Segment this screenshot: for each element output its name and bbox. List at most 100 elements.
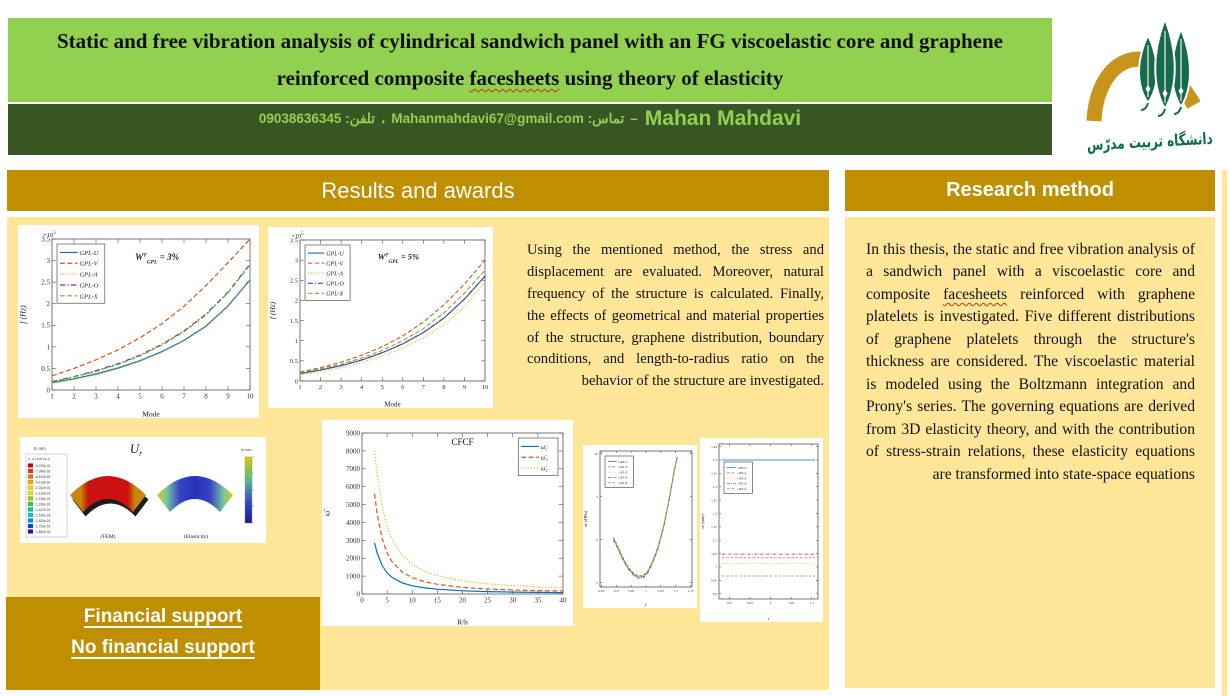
svg-text:7000: 7000 bbox=[346, 465, 361, 473]
svg-text:σr (MPa): σr (MPa) bbox=[583, 510, 588, 527]
svg-text:1.15: 1.15 bbox=[711, 525, 717, 529]
svg-text:1: 1 bbox=[295, 338, 298, 345]
svg-text:WTGPL = 3%: WTGPL = 3% bbox=[135, 252, 179, 266]
svg-text:GPL-V: GPL-V bbox=[738, 471, 748, 475]
tmu-logo-graphic: دانشگاه تربیت مدرّس bbox=[1086, 16, 1213, 155]
svg-text:1.05: 1.05 bbox=[788, 601, 794, 605]
svg-text:-5: -5 bbox=[595, 581, 598, 585]
svg-text:GPL-V: GPL-V bbox=[619, 465, 629, 469]
svg-text:-1.519e-01: -1.519e-01 bbox=[35, 513, 51, 517]
svg-text:-1.721e-01: -1.721e-01 bbox=[35, 524, 51, 528]
radial-stress-chart-svg: 0.85 0.9 0.95 1 1.05 1.1 1.15 -5 0 5 10 σr (MPa) r̄ G… bbox=[583, 450, 694, 608]
svg-text:r̄: r̄ bbox=[767, 618, 769, 622]
logo-cypress-trees bbox=[1138, 16, 1191, 117]
svg-text:1.25: 1.25 bbox=[711, 498, 717, 502]
dash-separator: – bbox=[630, 111, 638, 126]
svg-text:GPL-O: GPL-O bbox=[738, 482, 748, 486]
svg-text:Mode: Mode bbox=[384, 401, 400, 409]
svg-text:ω̄: ω̄ bbox=[322, 509, 331, 517]
frequency-chart-3pct: 1 2 3 4 5 6 7 8 9 10 0 0.5 1 1.5 2 2.5 3 3.5 f (Hz) Mode ×10… bbox=[18, 225, 259, 418]
svg-text:1: 1 bbox=[298, 384, 301, 391]
svg-text:×105: ×105 bbox=[43, 230, 56, 239]
svg-text:-1.114e-01: -1.114e-01 bbox=[35, 491, 50, 495]
svg-text:WTGPL = 5%: WTGPL = 5% bbox=[378, 252, 419, 265]
results-section-header: Results and awards bbox=[7, 170, 829, 211]
logo-caption-text: دانشگاه تربیت مدرّس bbox=[1086, 129, 1213, 155]
fem-colorbar: In mm U, U1 (CSYS-1) -6.079e-02-7.090e-0… bbox=[25, 446, 68, 538]
cfcf-chart: 0 5 10 15 20 25 30 35 40 0 1000 2000 3000 4000 5000 600… bbox=[322, 420, 573, 626]
title-facesheets-word: facesheets bbox=[469, 66, 560, 90]
contact-bar: 09038636345 :تلفن ، Mahanmahdavi67@gmail… bbox=[8, 104, 1052, 155]
email-text: Mahanmahdavi67@gmail.com :تماس bbox=[391, 111, 625, 126]
svg-text:3.5: 3.5 bbox=[41, 235, 50, 243]
svg-text:10: 10 bbox=[247, 393, 255, 401]
svg-text:R/h: R/h bbox=[457, 618, 468, 627]
radial-displacement-chart: 0.9 0.95 1 1.05 1.1 0.9 0.95 1 1.05 1.1 1.15 1.2 1.2… bbox=[700, 438, 823, 622]
svg-text:ω̄₁: ω̄₁ bbox=[541, 444, 548, 451]
svg-text:8000: 8000 bbox=[346, 447, 361, 455]
svg-text:2: 2 bbox=[319, 384, 322, 391]
radial-stress-chart: 0.85 0.9 0.95 1 1.05 1.1 1.15 -5 0 5 10 σr (MPa) r̄ G… bbox=[583, 445, 697, 608]
svg-text:1: 1 bbox=[645, 589, 647, 593]
right-edge-strip bbox=[1222, 170, 1227, 696]
svg-text:3: 3 bbox=[94, 393, 98, 401]
svg-text:1: 1 bbox=[770, 601, 772, 605]
financial-support-link[interactable]: Financial support bbox=[83, 606, 243, 627]
fem-contour-shape bbox=[70, 476, 149, 517]
svg-text:GPL-Λ: GPL-Λ bbox=[619, 470, 628, 474]
svg-text:4: 4 bbox=[360, 384, 364, 391]
svg-text:40: 40 bbox=[560, 597, 568, 605]
svg-text:1.35: 1.35 bbox=[711, 472, 717, 476]
svg-text:1000: 1000 bbox=[346, 573, 361, 581]
svg-text:20: 20 bbox=[459, 597, 467, 605]
svg-text:0.5: 0.5 bbox=[41, 365, 50, 373]
svg-text:GPL-O: GPL-O bbox=[80, 282, 99, 289]
financial-support-box: Financial support No financial support bbox=[6, 597, 320, 690]
svg-text:3: 3 bbox=[295, 257, 298, 264]
svg-text:1: 1 bbox=[47, 343, 51, 351]
svg-text:GPL-X: GPL-X bbox=[80, 293, 99, 300]
svg-text:1.5: 1.5 bbox=[41, 322, 50, 330]
results-header-label: Results and awards bbox=[321, 177, 515, 203]
no-financial-support-link[interactable]: No financial support bbox=[71, 637, 255, 658]
svg-text:10: 10 bbox=[409, 597, 417, 605]
svg-text:0: 0 bbox=[596, 538, 598, 542]
elasticity-colorbar: In mm bbox=[241, 448, 254, 524]
svg-text:-8.102e-02: -8.102e-02 bbox=[35, 475, 51, 479]
svg-text:5: 5 bbox=[138, 393, 142, 401]
svg-text:GPL-V: GPL-V bbox=[326, 261, 344, 267]
contour-title: Ur bbox=[130, 441, 143, 458]
university-logo: دانشگاه تربیت مدرّس bbox=[1077, 5, 1223, 163]
svg-text:2: 2 bbox=[47, 300, 51, 308]
svg-text:9000: 9000 bbox=[346, 429, 361, 437]
svg-text:1.2: 1.2 bbox=[713, 512, 718, 516]
svg-text:15: 15 bbox=[434, 597, 442, 605]
svg-text:GPL-O: GPL-O bbox=[326, 282, 344, 288]
phone-text: 09038636345 :تلفن bbox=[258, 111, 376, 126]
svg-text:GPL-U: GPL-U bbox=[326, 251, 344, 257]
svg-text:1.05: 1.05 bbox=[658, 589, 664, 593]
svg-text:2: 2 bbox=[295, 298, 298, 305]
contour-figure-svg: Ur In mm U, U1 (CSYS-1) -6.079e-02-7.090… bbox=[25, 441, 254, 540]
svg-text:7: 7 bbox=[182, 393, 186, 401]
svg-text:GPL-U: GPL-U bbox=[80, 250, 99, 257]
method-part2: reinforced with graphene platelets is in… bbox=[866, 285, 1195, 483]
frequency-chart-5pct: 1 2 3 4 5 6 7 8 9 10 0 0.5 1 1.5 2 2.5 3 3.5 f (Hz) Mode ×10… bbox=[268, 227, 493, 408]
method-panel bbox=[845, 217, 1215, 688]
displacement-contour-figure: Ur In mm U, U1 (CSYS-1) -6.079e-02 -7.090… bbox=[20, 437, 266, 543]
svg-text:0: 0 bbox=[360, 597, 364, 605]
svg-text:ur (mm): ur (mm) bbox=[700, 514, 705, 529]
svg-text:9: 9 bbox=[226, 393, 230, 401]
svg-text:0: 0 bbox=[295, 378, 298, 385]
svg-text:GPL-V: GPL-V bbox=[80, 261, 99, 268]
svg-text:×105: ×105 bbox=[292, 232, 305, 240]
method-paragraph: In this thesis, the static and free vibr… bbox=[866, 239, 1195, 486]
svg-text:2.5: 2.5 bbox=[290, 278, 298, 285]
svg-text:2000: 2000 bbox=[346, 555, 361, 563]
svg-text:CFCF: CFCF bbox=[451, 437, 473, 447]
svg-text:0: 0 bbox=[47, 386, 51, 394]
svg-text:ω̄₃: ω̄₃ bbox=[541, 466, 548, 473]
svg-text:f (Hz): f (Hz) bbox=[268, 301, 277, 319]
svg-text:GPL-X: GPL-X bbox=[619, 481, 628, 485]
svg-text:10: 10 bbox=[595, 452, 599, 456]
